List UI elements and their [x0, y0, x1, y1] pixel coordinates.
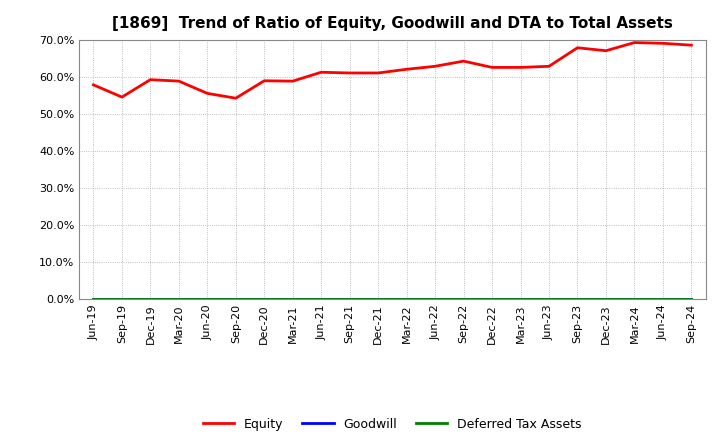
Deferred Tax Assets [687, 297, 696, 302]
Goodwill [402, 297, 411, 302]
Equity [431, 64, 439, 69]
Goodwill [232, 297, 240, 302]
Goodwill [487, 297, 496, 302]
Deferred Tax Assets [117, 297, 126, 302]
Goodwill [174, 297, 183, 302]
Title: [1869]  Trend of Ratio of Equity, Goodwill and DTA to Total Assets: [1869] Trend of Ratio of Equity, Goodwil… [112, 16, 672, 32]
Deferred Tax Assets [260, 297, 269, 302]
Goodwill [317, 297, 325, 302]
Equity [374, 70, 382, 76]
Deferred Tax Assets [232, 297, 240, 302]
Equity [602, 48, 611, 53]
Goodwill [89, 297, 98, 302]
Goodwill [346, 297, 354, 302]
Deferred Tax Assets [289, 297, 297, 302]
Goodwill [573, 297, 582, 302]
Deferred Tax Assets [374, 297, 382, 302]
Deferred Tax Assets [431, 297, 439, 302]
Goodwill [374, 297, 382, 302]
Goodwill [630, 297, 639, 302]
Deferred Tax Assets [630, 297, 639, 302]
Equity [346, 70, 354, 76]
Equity [402, 66, 411, 72]
Goodwill [516, 297, 525, 302]
Deferred Tax Assets [317, 297, 325, 302]
Equity [174, 78, 183, 84]
Goodwill [203, 297, 212, 302]
Deferred Tax Assets [89, 297, 98, 302]
Goodwill [459, 297, 468, 302]
Deferred Tax Assets [174, 297, 183, 302]
Equity [516, 65, 525, 70]
Equity [630, 40, 639, 45]
Deferred Tax Assets [459, 297, 468, 302]
Equity [89, 82, 98, 88]
Deferred Tax Assets [487, 297, 496, 302]
Deferred Tax Assets [402, 297, 411, 302]
Deferred Tax Assets [203, 297, 212, 302]
Equity [459, 59, 468, 64]
Equity [289, 78, 297, 84]
Equity [487, 65, 496, 70]
Goodwill [260, 297, 269, 302]
Equity [317, 70, 325, 75]
Deferred Tax Assets [573, 297, 582, 302]
Equity [146, 77, 155, 82]
Deferred Tax Assets [346, 297, 354, 302]
Deferred Tax Assets [659, 297, 667, 302]
Deferred Tax Assets [516, 297, 525, 302]
Deferred Tax Assets [146, 297, 155, 302]
Goodwill [146, 297, 155, 302]
Goodwill [602, 297, 611, 302]
Equity [687, 43, 696, 48]
Goodwill [687, 297, 696, 302]
Equity [232, 95, 240, 101]
Equity [203, 91, 212, 96]
Line: Equity: Equity [94, 43, 691, 98]
Legend: Equity, Goodwill, Deferred Tax Assets: Equity, Goodwill, Deferred Tax Assets [198, 413, 587, 436]
Goodwill [431, 297, 439, 302]
Deferred Tax Assets [602, 297, 611, 302]
Equity [659, 40, 667, 46]
Deferred Tax Assets [545, 297, 554, 302]
Equity [117, 95, 126, 100]
Goodwill [545, 297, 554, 302]
Equity [573, 45, 582, 51]
Equity [545, 64, 554, 69]
Equity [260, 78, 269, 84]
Goodwill [289, 297, 297, 302]
Goodwill [659, 297, 667, 302]
Goodwill [117, 297, 126, 302]
